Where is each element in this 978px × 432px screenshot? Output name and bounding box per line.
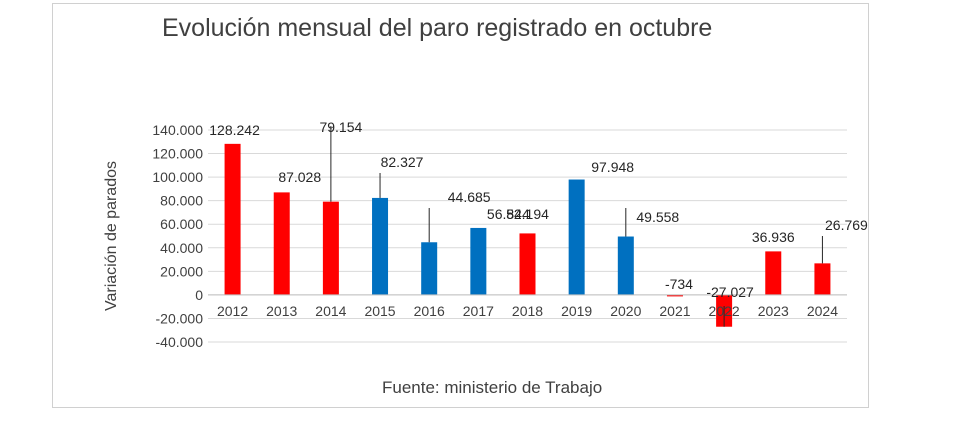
data-label: 128.242: [209, 122, 260, 138]
leader-lines: [330, 126, 823, 327]
data-labels: 128.242 87.028 79.154 82.327 44.68556.84452.…: [209, 119, 868, 300]
bar: [814, 263, 831, 295]
bar: [372, 197, 389, 295]
bar: [273, 192, 290, 295]
bar: [224, 143, 241, 295]
x-tick-label: 2024: [807, 303, 838, 319]
x-tick-label: 2018: [512, 303, 543, 319]
bar: [421, 242, 438, 295]
x-tick-label: 2023: [758, 303, 789, 319]
bar: [470, 227, 487, 295]
bars: [224, 143, 831, 327]
data-label: 49.558: [636, 209, 679, 225]
x-tick-label: 2014: [315, 303, 346, 319]
source-note: Fuente: ministerio de Trabajo: [382, 378, 603, 397]
data-label: 36.936: [752, 229, 795, 245]
x-tick-label: 2013: [266, 303, 297, 319]
data-label: -27.027: [706, 284, 754, 300]
y-tick-label: 140.000: [152, 122, 203, 138]
y-tick-label: 0: [195, 287, 203, 303]
x-tick-label: 2012: [217, 303, 248, 319]
bar: [666, 294, 683, 297]
y-tick-label: 120.000: [152, 146, 203, 162]
chart-frame: [52, 3, 869, 408]
y-tick-labels: 140.000 120.000 100.000 80.000 60.000 40.000 2…: [152, 122, 203, 350]
y-tick-label: -40.000: [156, 334, 204, 350]
data-label: 56.844: [487, 206, 530, 222]
data-label: 52.194: [506, 206, 549, 222]
data-label: 44.685: [448, 189, 491, 205]
data-label: 82.327: [381, 154, 424, 170]
x-tick-label: 2017: [463, 303, 494, 319]
x-tick-label: 2016: [414, 303, 445, 319]
y-tick-label: -20.000: [156, 310, 204, 326]
bar: [765, 251, 782, 295]
y-tick-label: 20.000: [160, 263, 203, 279]
x-tick-label: 2021: [659, 303, 690, 319]
data-label: 79.154: [319, 119, 362, 135]
data-label: 26.769: [825, 217, 868, 233]
bar: [568, 179, 585, 295]
y-tick-label: 80.000: [160, 193, 203, 209]
x-tick-label: 2020: [610, 303, 641, 319]
y-tick-label: 60.000: [160, 216, 203, 232]
x-tick-label: 2019: [561, 303, 592, 319]
bar: [322, 201, 339, 295]
x-tick-label: 2015: [364, 303, 395, 319]
data-label: -734: [665, 276, 693, 292]
data-label: 97.948: [591, 159, 634, 175]
chart-title: Evolución mensual del paro registrado en…: [162, 14, 713, 42]
data-label: 87.028: [278, 169, 321, 185]
bar: [519, 233, 536, 295]
y-tick-label: 100.000: [152, 169, 203, 185]
y-tick-label: 40.000: [160, 240, 203, 256]
bar: [617, 236, 634, 295]
